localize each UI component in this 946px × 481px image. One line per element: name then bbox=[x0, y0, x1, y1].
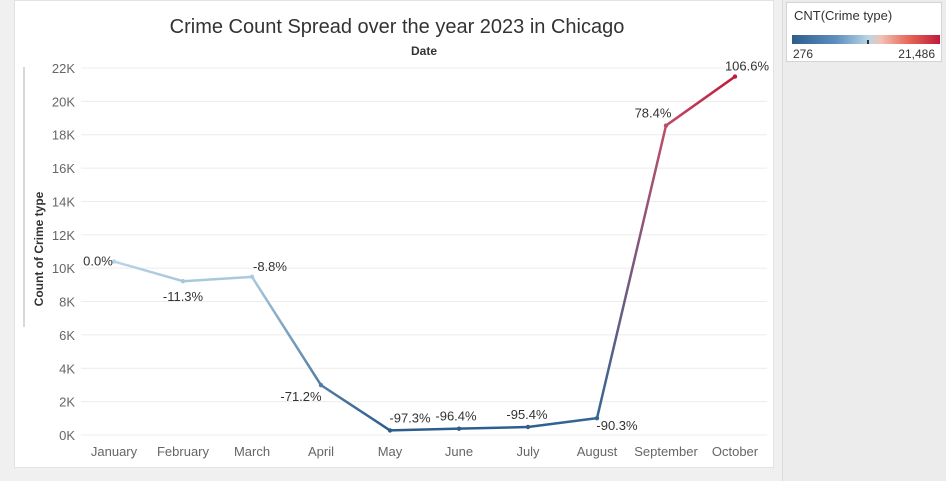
data-point[interactable] bbox=[387, 428, 393, 433]
point-label: -8.8% bbox=[253, 259, 287, 274]
point-label: -71.2% bbox=[280, 389, 322, 404]
series-points bbox=[111, 74, 738, 433]
data-point[interactable] bbox=[456, 426, 462, 431]
data-point[interactable] bbox=[111, 259, 117, 264]
line-segment bbox=[112, 260, 185, 283]
data-point[interactable] bbox=[663, 123, 669, 128]
legend-panel: CNT(Crime type) 276 21,486 bbox=[782, 0, 946, 481]
legend-max-label: 21,486 bbox=[898, 47, 935, 61]
line-segment bbox=[250, 275, 323, 387]
x-axis-ticks: January February March April May June July Augu… bbox=[91, 444, 759, 459]
point-label: -90.3% bbox=[596, 418, 638, 433]
line-segment bbox=[457, 425, 530, 430]
x-tick-label[interactable]: September bbox=[634, 444, 698, 459]
data-point[interactable] bbox=[732, 74, 738, 79]
scroll-strip bbox=[23, 67, 25, 327]
point-label: 78.4% bbox=[635, 106, 672, 121]
data-point[interactable] bbox=[249, 274, 255, 280]
y-tick-label: 6K bbox=[59, 328, 75, 343]
y-tick-label: 0K bbox=[59, 428, 75, 443]
line-segment bbox=[388, 427, 461, 432]
chart-subtitle: Date bbox=[411, 44, 437, 58]
x-tick-label[interactable]: July bbox=[516, 444, 540, 459]
data-point[interactable] bbox=[180, 278, 186, 284]
x-tick-label[interactable]: April bbox=[308, 444, 334, 459]
legend-min-label: 276 bbox=[793, 47, 814, 61]
y-tick-label: 18K bbox=[52, 128, 75, 143]
chart-title: Crime Count Spread over the year 2023 in… bbox=[170, 16, 625, 38]
point-label: 106.6% bbox=[725, 59, 770, 74]
y-tick-label: 14K bbox=[52, 194, 75, 209]
data-point[interactable] bbox=[318, 382, 324, 388]
x-tick-label[interactable]: June bbox=[445, 444, 473, 459]
y-tick-label: 20K bbox=[52, 94, 75, 109]
data-point[interactable] bbox=[594, 415, 600, 421]
point-labels: 0.0% -11.3% -8.8% -71.2% -97.3% -96.4% -95.4% -… bbox=[83, 59, 769, 434]
x-tick-label[interactable]: May bbox=[378, 444, 403, 459]
y-tick-label: 12K bbox=[52, 228, 75, 243]
x-tick-label[interactable]: March bbox=[234, 444, 270, 459]
line-segment bbox=[181, 275, 254, 283]
line-segment bbox=[664, 75, 737, 127]
legend-color-ramp bbox=[792, 35, 940, 44]
series-line bbox=[112, 75, 737, 432]
legend-marker bbox=[867, 40, 869, 44]
chart-panel: Crime Count Spread over the year 2023 in… bbox=[14, 0, 774, 468]
x-tick-label[interactable]: January bbox=[91, 444, 138, 459]
legend-title: CNT(Crime type) bbox=[794, 8, 893, 23]
color-legend[interactable]: CNT(Crime type) 276 21,486 bbox=[786, 2, 942, 62]
line-segment bbox=[526, 416, 599, 429]
gridlines bbox=[81, 67, 767, 436]
point-label: -97.3% bbox=[389, 410, 431, 425]
x-tick-label[interactable]: October bbox=[712, 444, 759, 459]
point-label: -11.3% bbox=[163, 289, 204, 304]
line-chart: Crime Count Spread over the year 2023 in… bbox=[32, 16, 769, 459]
line-segment bbox=[595, 124, 668, 420]
point-label: 0.0% bbox=[83, 254, 113, 269]
point-label: -96.4% bbox=[435, 409, 477, 424]
point-label: -95.4% bbox=[506, 407, 548, 422]
y-tick-label: 22K bbox=[52, 61, 75, 76]
x-tick-label[interactable]: August bbox=[577, 444, 618, 459]
y-tick-label: 8K bbox=[59, 295, 75, 310]
y-tick-label: 2K bbox=[59, 395, 75, 410]
data-point[interactable] bbox=[525, 424, 531, 430]
y-axis-label: Count of Crime type bbox=[32, 191, 46, 306]
y-tick-label: 16K bbox=[52, 161, 75, 176]
y-tick-label: 10K bbox=[52, 261, 75, 276]
y-axis-ticks: 0K 2K 4K 6K 8K 10K 12K 14K 16K 18K 20K 22K bbox=[52, 61, 75, 443]
x-tick-label[interactable]: February bbox=[157, 444, 210, 459]
y-tick-label: 4K bbox=[59, 361, 75, 376]
line-segment bbox=[319, 383, 392, 432]
